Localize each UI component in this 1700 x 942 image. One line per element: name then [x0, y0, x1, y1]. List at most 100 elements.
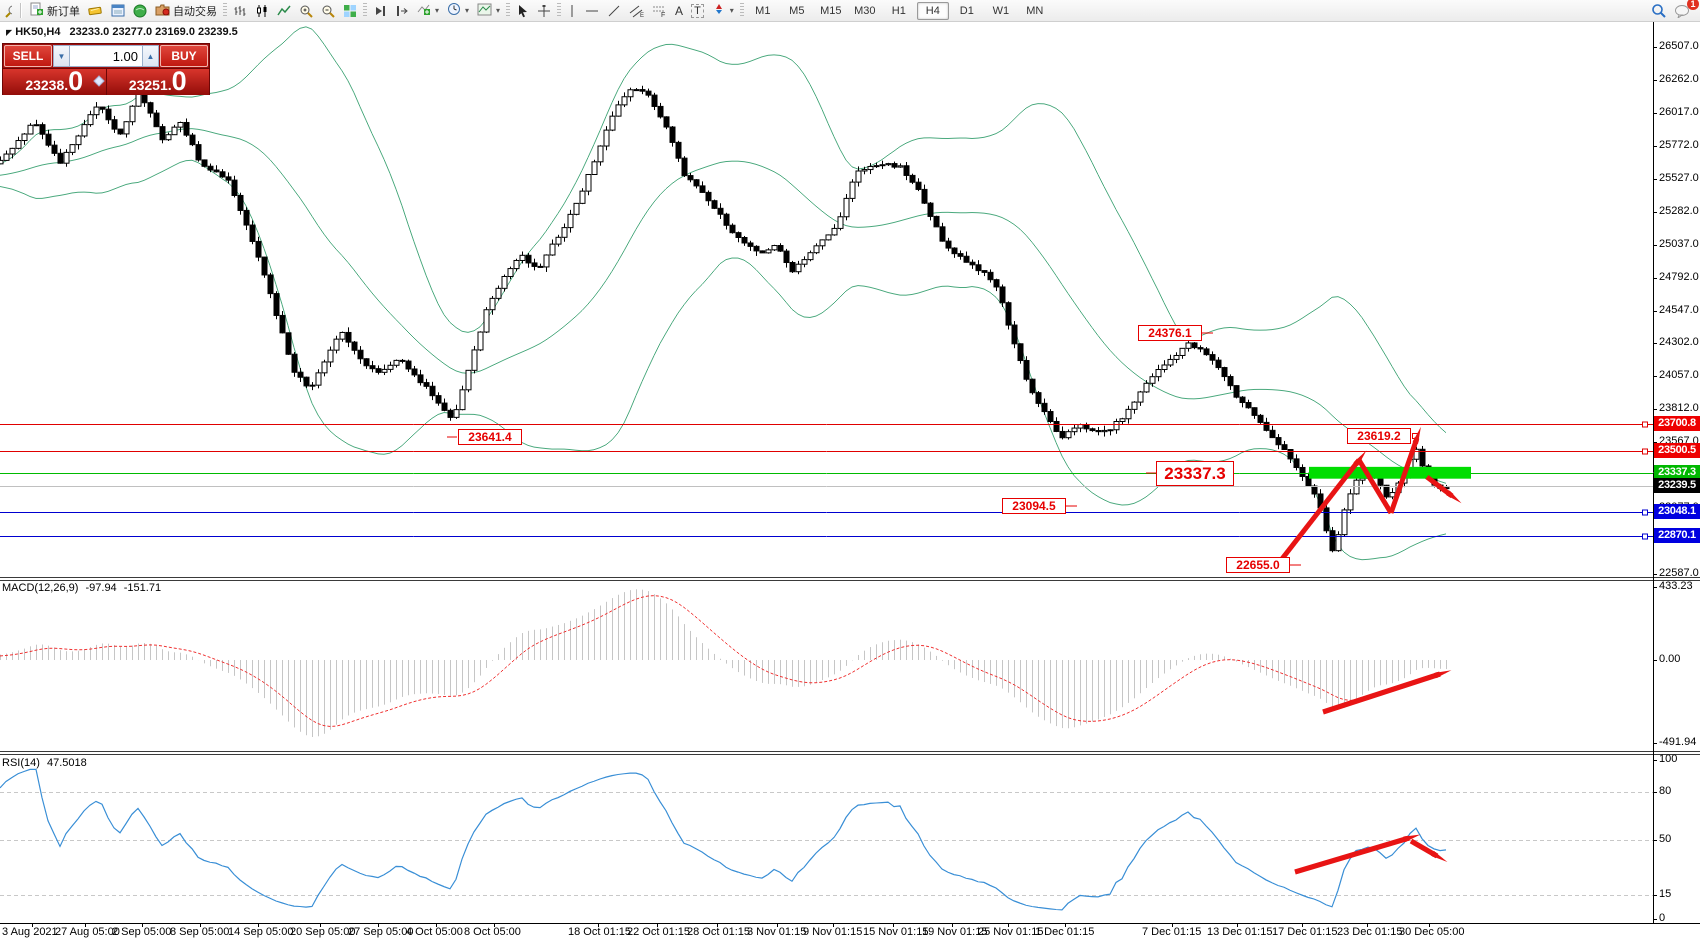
trendline-icon[interactable] [603, 1, 625, 21]
market-watch-icon[interactable] [84, 1, 107, 21]
volume-increase-button[interactable]: ▲ [142, 45, 159, 67]
sell-price-display[interactable]: 23238. 0 [3, 68, 107, 95]
notification-badge: 1 [1687, 0, 1699, 10]
chart-canvas[interactable] [0, 22, 1700, 942]
separator [506, 3, 511, 18]
notification-button[interactable]: 1 [1670, 0, 1699, 21]
rsi-scale-label: 100 [1659, 753, 1678, 765]
chart-shift-icon[interactable] [391, 1, 413, 21]
cursor-icon[interactable] [512, 1, 533, 21]
x-axis-time-label: 9 Nov 01:15 [803, 926, 863, 938]
symbol-title: ◤ HK50,H4 23233.0 23277.0 23169.0 23239.… [6, 26, 238, 38]
candlestick-chart-icon[interactable] [251, 1, 273, 21]
indicators-button[interactable]: ▾ [413, 1, 443, 21]
y-axis-tick-label: 26507.0 [1659, 40, 1699, 52]
sell-price-small: 23238. [25, 77, 69, 93]
text-icon[interactable]: A [675, 3, 684, 18]
search-icon[interactable] [1647, 1, 1670, 21]
horizontal-line-icon[interactable] [581, 1, 603, 21]
y-axis-tick-label: 24792.0 [1659, 270, 1699, 283]
volume-input[interactable]: 1.00 [70, 45, 142, 67]
data-window-icon[interactable] [107, 1, 129, 21]
timeframe-button-w1[interactable]: W1 [992, 4, 1010, 17]
chevron-down-icon: ▾ [465, 6, 470, 15]
separator [557, 3, 562, 18]
x-axis-time-label: 20 Sep 05:00 [290, 926, 356, 938]
price-annotation[interactable]: 23641.4 [458, 429, 522, 445]
timeframe-button-m5[interactable]: M5 [789, 4, 805, 17]
price-line-label[interactable]: 22870.1 [1654, 527, 1700, 543]
zoom-in-icon[interactable] [295, 1, 317, 21]
x-axis-time-label: 30 Dec 05:00 [1399, 926, 1465, 938]
price-line-label[interactable]: 23500.5 [1654, 443, 1700, 459]
buy-button[interactable]: BUY [160, 45, 208, 67]
timeframe-button-mn[interactable]: MN [1026, 4, 1044, 17]
timeframe-button-m30[interactable]: M30 [854, 4, 876, 17]
auto-scroll-icon[interactable] [369, 1, 391, 21]
timeframe-button-h1[interactable]: H1 [891, 4, 906, 17]
x-axis-time-label: 25 Nov 01:15 [978, 926, 1044, 938]
timeframe-group: M1 M5 M15 M30 H1 H4 D1 W1 MN [746, 1, 1052, 20]
chevron-down-icon: ▾ [496, 6, 501, 15]
sell-button[interactable]: SELL [4, 45, 52, 67]
periods-button[interactable]: ▾ [443, 1, 473, 21]
arrows-button[interactable]: ▾ [708, 1, 738, 21]
price-line-label[interactable]: 23048.1 [1654, 504, 1700, 519]
macd-scale-label: 433.23 [1659, 580, 1693, 592]
price-annotation[interactable]: 22655.0 [1226, 557, 1290, 573]
x-axis-time-label: 13 Dec 01:15 [1207, 926, 1273, 938]
auto-trading-icon [155, 3, 170, 19]
navigator-icon[interactable] [129, 1, 151, 21]
toolbar: 新订单 自动交易 [0, 0, 1700, 22]
timeframe-button-m15[interactable]: M15 [820, 4, 842, 17]
x-axis-time-label: 3 Nov 01:15 [747, 926, 807, 938]
x-axis-time-label: 8 Sep 05:00 [170, 926, 230, 938]
price-line-label[interactable]: 23239.5 [1654, 478, 1700, 494]
x-axis-time-label: 1 Dec 01:15 [1035, 926, 1095, 938]
timeframe-button-m1[interactable]: M1 [755, 4, 771, 17]
arrows-icon [712, 2, 726, 19]
x-axis-time-label: 7 Dec 01:15 [1142, 926, 1202, 938]
price-line-label[interactable]: 23337.3 [1654, 465, 1700, 481]
macd-value-signal: -151.71 [123, 582, 162, 594]
chart-window-icon[interactable] [0, 1, 16, 21]
tile-windows-icon[interactable] [339, 1, 361, 21]
chevron-down-icon: ▾ [435, 6, 440, 15]
x-axis-time-label: 18 Oct 01:15 [568, 926, 631, 938]
auto-trading-label: 自动交易 [173, 5, 217, 18]
y-axis-tick-label: 22587.0 [1659, 567, 1699, 579]
timeframe-button-h4[interactable]: H4 [916, 1, 949, 20]
rsi-scale-label: 50 [1659, 832, 1672, 845]
templates-icon [477, 3, 492, 19]
new-order-button[interactable]: 新订单 [26, 1, 84, 21]
price-line-label[interactable]: 23700.8 [1654, 416, 1700, 432]
buy-price-big: 0 [171, 66, 187, 96]
x-axis-time-label: 17 Dec 01:15 [1272, 926, 1338, 938]
new-order-label: 新订单 [47, 5, 80, 18]
separator [363, 3, 367, 18]
vertical-line-icon[interactable] [563, 1, 581, 21]
auto-trading-button[interactable]: 自动交易 [151, 1, 221, 21]
price-annotation[interactable]: 23619.2 [1347, 428, 1411, 444]
line-chart-icon[interactable] [273, 1, 295, 21]
symbol-ohlc: 23233.0 23277.0 23169.0 23239.5 [69, 26, 238, 38]
y-axis-tick-label: 25772.0 [1659, 138, 1699, 151]
channel-icon[interactable]: E [625, 1, 648, 21]
x-axis-time-label: 8 Oct 05:00 [464, 926, 521, 938]
label-icon[interactable]: T [687, 1, 708, 21]
timeframe-button-d1[interactable]: D1 [959, 4, 974, 17]
price-annotation[interactable]: 23337.3 [1156, 461, 1234, 486]
x-axis-time-label: 23 Dec 01:15 [1337, 926, 1403, 938]
volume-decrease-button[interactable]: ▼ [53, 45, 70, 67]
templates-button[interactable]: ▾ [473, 1, 504, 21]
crosshair-icon[interactable] [533, 1, 555, 21]
y-axis-tick-label: 24057.0 [1659, 369, 1699, 382]
buy-price-display[interactable]: 23251. 0 [106, 66, 209, 96]
bars-chart-icon[interactable] [229, 1, 251, 21]
price-annotation[interactable]: 24376.1 [1138, 325, 1202, 341]
fibonacci-icon[interactable]: F [648, 1, 671, 21]
price-annotation[interactable]: 23094.5 [1002, 498, 1066, 514]
rsi-scale-label: 15 [1659, 888, 1672, 901]
zoom-out-icon[interactable] [317, 1, 339, 21]
